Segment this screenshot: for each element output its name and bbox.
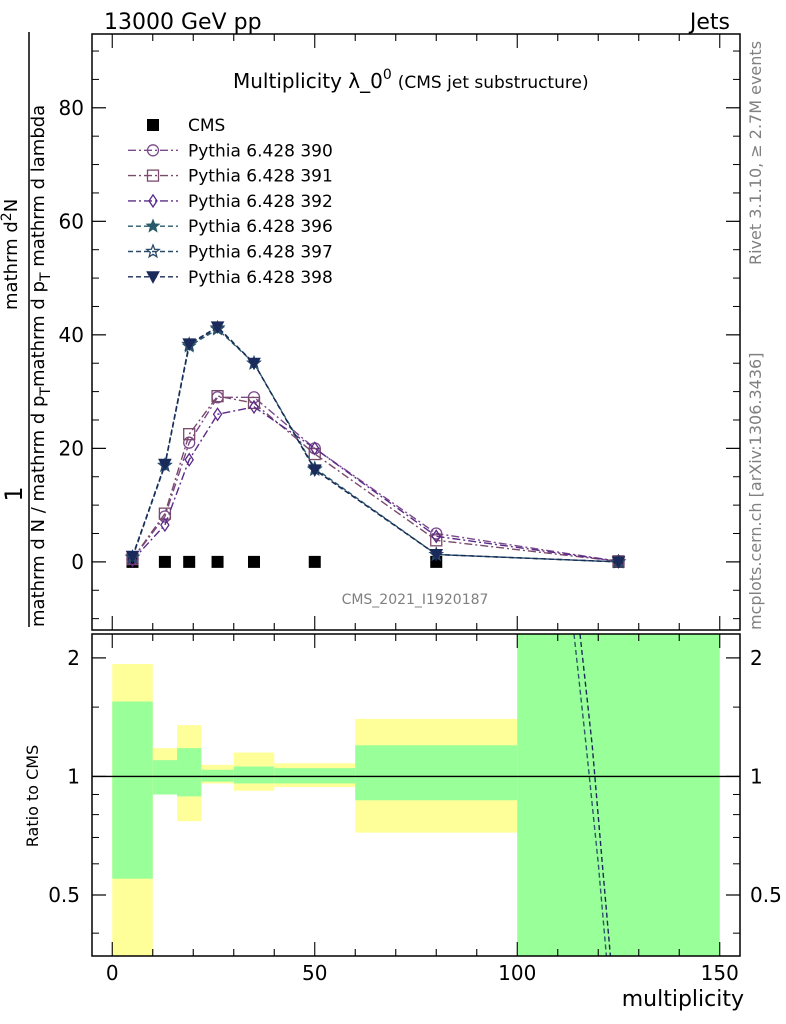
data-point: [210, 321, 225, 334]
legend-label: Pythia 6.428 396: [188, 217, 333, 237]
legend-marker: [146, 169, 160, 182]
ratio-green-band: [152, 760, 178, 795]
main-y-tick-label: 40: [59, 323, 84, 347]
series-line: [131, 395, 619, 562]
legend-entry: Pythia 6.428 390: [128, 141, 333, 161]
legend-marker: [145, 218, 161, 233]
legend-entry: Pythia 6.428 397: [128, 243, 333, 263]
ratio-y-tick-label: 0.5: [48, 883, 80, 907]
data-point: [211, 555, 224, 568]
data-point: [183, 436, 196, 449]
data-point: [249, 399, 259, 415]
main-series-layer: [124, 319, 627, 569]
data-point: [248, 555, 260, 568]
ratio-green-band: [517, 634, 720, 956]
main-y-tick-label: 0: [71, 550, 84, 574]
data-point: [309, 441, 320, 456]
data-point: [183, 428, 196, 441]
ratio-green-band: [274, 768, 356, 784]
data-point: [247, 357, 261, 371]
legend-label: Pythia 6.428 391: [188, 167, 333, 187]
legend-marker: [148, 193, 158, 209]
ratio-green-band: [355, 745, 518, 801]
y-label-upper: mathrm d2N: [0, 199, 22, 310]
ratio-bands-layer: [112, 634, 720, 956]
header-right-label: Jets: [688, 10, 730, 35]
data-point: [430, 527, 443, 540]
main-plot-frame: [91, 33, 741, 631]
legend: CMS Pythia 6.428 390 Pythia 6.428 391 Pythi…: [128, 116, 333, 288]
main-y-axis-label: 1 mathrm d N / mathrm d pTmathrm d pT ma…: [0, 32, 54, 627]
legend-marker: [146, 144, 160, 157]
main-plot-title: Multiplicity λ_00 (CMS jet substructure): [233, 67, 589, 93]
series-line: [131, 328, 619, 563]
legend-entry: Pythia 6.428 398: [128, 268, 333, 288]
legend-entry: Pythia 6.428 391: [128, 167, 333, 187]
ratio-y-tick-label: 2: [67, 646, 80, 670]
x-tick-label: 50: [302, 961, 327, 985]
ratio-series-line: [573, 633, 608, 957]
data-point: [158, 555, 171, 568]
data-point: [182, 338, 197, 351]
main-y-tick-label: 80: [59, 96, 84, 120]
legend-label: Pythia 6.428 392: [188, 192, 333, 212]
data-point: [307, 464, 322, 477]
data-point: [308, 555, 321, 568]
x-tick-label: 100: [498, 961, 536, 985]
ratio-green-band: [201, 769, 234, 782]
data-point: [184, 452, 194, 467]
y-label-denominator: mathrm d N / mathrm d pTmathrm d pT math…: [28, 105, 54, 627]
ratio-series-line: [579, 633, 612, 957]
data-point: [183, 555, 196, 568]
legend-entry: Pythia 6.428 392: [128, 192, 333, 212]
legend-label: Pythia 6.428 398: [188, 268, 333, 288]
ratio-green-band: [112, 701, 153, 879]
data-point: [247, 396, 261, 410]
main-y-tick-label: 60: [59, 209, 84, 233]
legend-label: Pythia 6.428 390: [188, 141, 333, 161]
series-line: [131, 406, 619, 562]
ratio-axes: 0.5 0.5 1 1 2 2 0 50 100 150: [48, 634, 782, 985]
data-point: [431, 529, 442, 544]
ratio-series-layer: [92, 633, 740, 957]
header-left-label: 13000 GeV pp: [104, 10, 262, 35]
legend-entry: Pythia 6.428 396: [128, 217, 333, 237]
data-point: [158, 458, 172, 472]
legend-label: Pythia 6.428 397: [188, 243, 333, 263]
series-line: [131, 396, 619, 562]
rivet-version-label: Rivet 3.1.10, ≥ 2.7M events: [746, 41, 765, 265]
series-6: [125, 321, 626, 569]
ratio-y-tick-label-right: 2: [750, 646, 763, 670]
data-point: [308, 447, 321, 461]
x-tick-label: 150: [701, 961, 739, 985]
data-point: [160, 517, 170, 533]
data-point: [211, 389, 224, 403]
legend-label: CMS: [188, 116, 225, 136]
ratio-y-tick-label: 1: [67, 764, 80, 788]
data-point: [125, 550, 140, 564]
legend-marker: [147, 119, 159, 131]
data-point: [212, 407, 223, 422]
data-point: [429, 549, 444, 562]
ratio-y-tick-label-right: 1: [750, 764, 763, 788]
ratio-green-band: [177, 748, 202, 797]
mcplots-reference-label: mcplots.cern.ch [arXiv:1306.3436]: [746, 353, 765, 630]
legend-entry: CMS: [147, 116, 225, 136]
legend-marker: [145, 243, 161, 259]
y-label-numerator: 1: [0, 486, 28, 501]
ratio-y-tick-label-right: 0.5: [750, 883, 782, 907]
ratio-y-axis-label: Ratio to CMS: [23, 745, 42, 847]
ratio-plot-frame: [91, 633, 741, 957]
main-y-tick-label: 20: [59, 436, 84, 460]
legend-marker: [146, 271, 160, 284]
data-point: [430, 534, 443, 547]
main-axes: 0 20 40 60 80: [59, 34, 740, 630]
data-point: [611, 556, 626, 569]
analysis-tag-label: CMS_2021_I1920187: [342, 592, 489, 608]
x-axis-label: multiplicity: [622, 987, 744, 1012]
x-tick-label: 0: [106, 961, 119, 985]
ratio-green-band: [233, 766, 275, 784]
